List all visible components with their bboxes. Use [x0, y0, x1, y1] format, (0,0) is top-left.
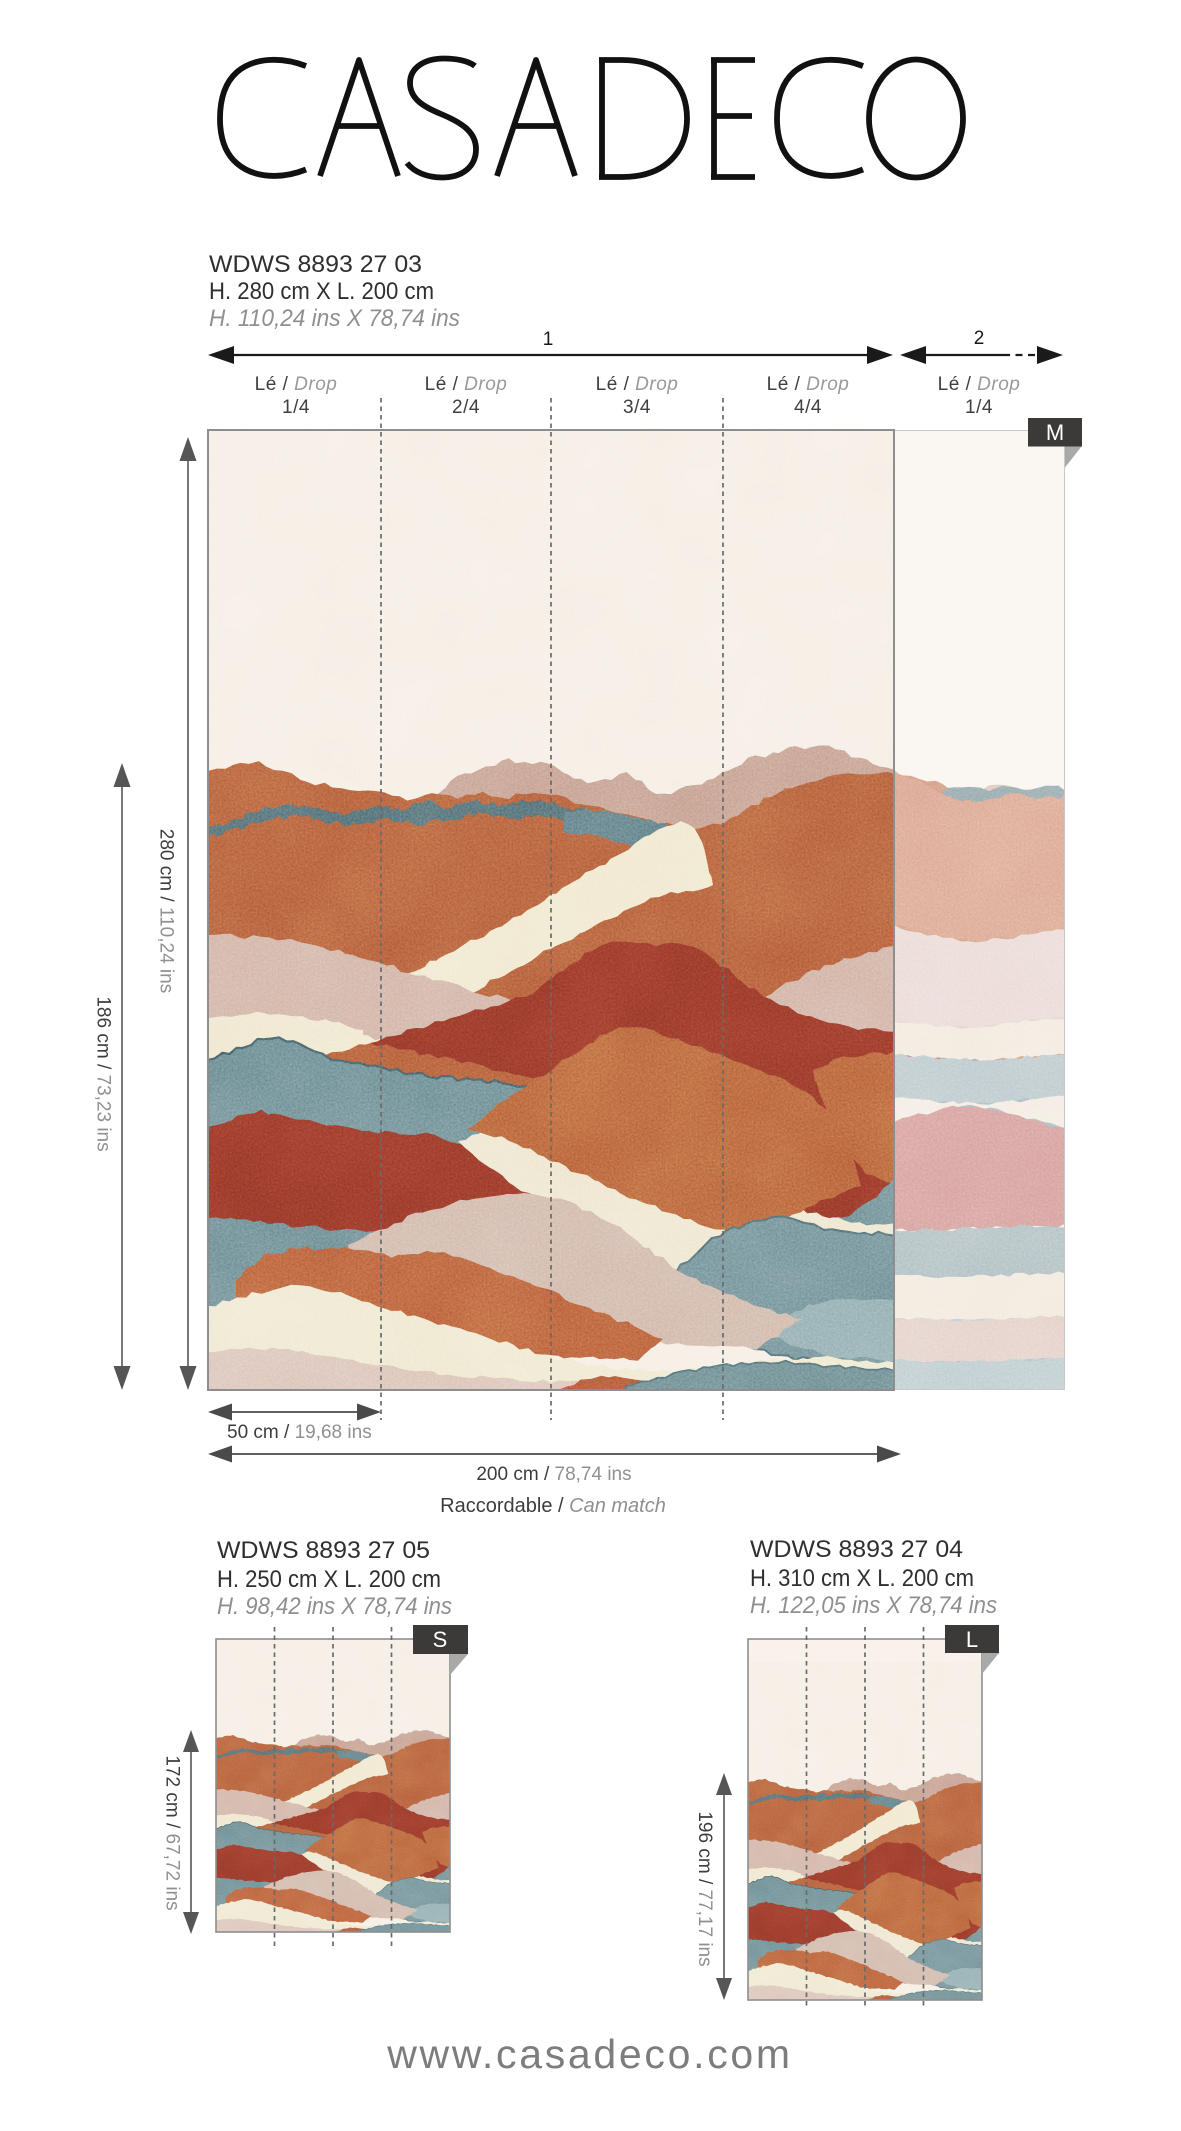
svg-text:WDWS 8893 27 05: WDWS 8893 27 05 [217, 1537, 430, 1564]
svg-text:172 cm / 67,72 ins: 172 cm / 67,72 ins [162, 1755, 183, 1910]
svg-text:Lé / Drop: Lé / Drop [938, 374, 1021, 395]
svg-text:H. 122,05 ins X 78,74 ins: H. 122,05 ins X 78,74 ins [750, 1592, 997, 1619]
svg-text:196 cm / 77,17 ins: 196 cm / 77,17 ins [694, 1811, 715, 1966]
svg-text:H. 250 cm X L. 200 cm: H. 250 cm X L. 200 cm [217, 1566, 441, 1593]
svg-text:H. 310 cm X L. 200 cm: H. 310 cm X L. 200 cm [750, 1565, 974, 1592]
svg-text:H. 110,24 ins X 78,74 ins: H. 110,24 ins X 78,74 ins [209, 305, 460, 332]
svg-text:2: 2 [974, 328, 985, 349]
svg-text:WDWS 8893 27 04: WDWS 8893 27 04 [750, 1536, 963, 1563]
svg-text:4/4: 4/4 [794, 397, 822, 418]
svg-text:WDWS 8893 27 03: WDWS 8893 27 03 [209, 251, 422, 278]
svg-text:2/4: 2/4 [452, 397, 480, 418]
svg-text:Lé / Drop: Lé / Drop [767, 374, 850, 395]
svg-text:www.casadeco.com: www.casadeco.com [386, 2031, 793, 2077]
svg-text:H. 280 cm X L. 200 cm: H. 280 cm X L. 200 cm [209, 278, 434, 305]
svg-text:280 cm / 110,24 ins: 280 cm / 110,24 ins [156, 829, 177, 993]
svg-text:S: S [433, 1627, 448, 1652]
svg-text:1/4: 1/4 [282, 397, 310, 418]
svg-text:50 cm / 19,68 ins: 50 cm / 19,68 ins [227, 1422, 372, 1443]
svg-text:3/4: 3/4 [623, 397, 651, 418]
svg-text:H. 98,42 ins X 78,74 ins: H. 98,42 ins X 78,74 ins [217, 1593, 452, 1620]
svg-text:Lé / Drop: Lé / Drop [596, 374, 679, 395]
svg-text:1/4: 1/4 [965, 397, 993, 418]
svg-text:186 cm / 73,23 ins: 186 cm / 73,23 ins [93, 996, 114, 1151]
svg-text:1: 1 [543, 329, 554, 350]
svg-text:M: M [1046, 420, 1064, 445]
svg-text:Lé / Drop: Lé / Drop [425, 374, 508, 395]
svg-text:Raccordable / Can match: Raccordable / Can match [440, 1495, 666, 1517]
svg-text:200 cm / 78,74 ins: 200 cm / 78,74 ins [476, 1464, 631, 1485]
svg-text:L: L [966, 1627, 978, 1652]
svg-text:Lé / Drop: Lé / Drop [255, 374, 338, 395]
